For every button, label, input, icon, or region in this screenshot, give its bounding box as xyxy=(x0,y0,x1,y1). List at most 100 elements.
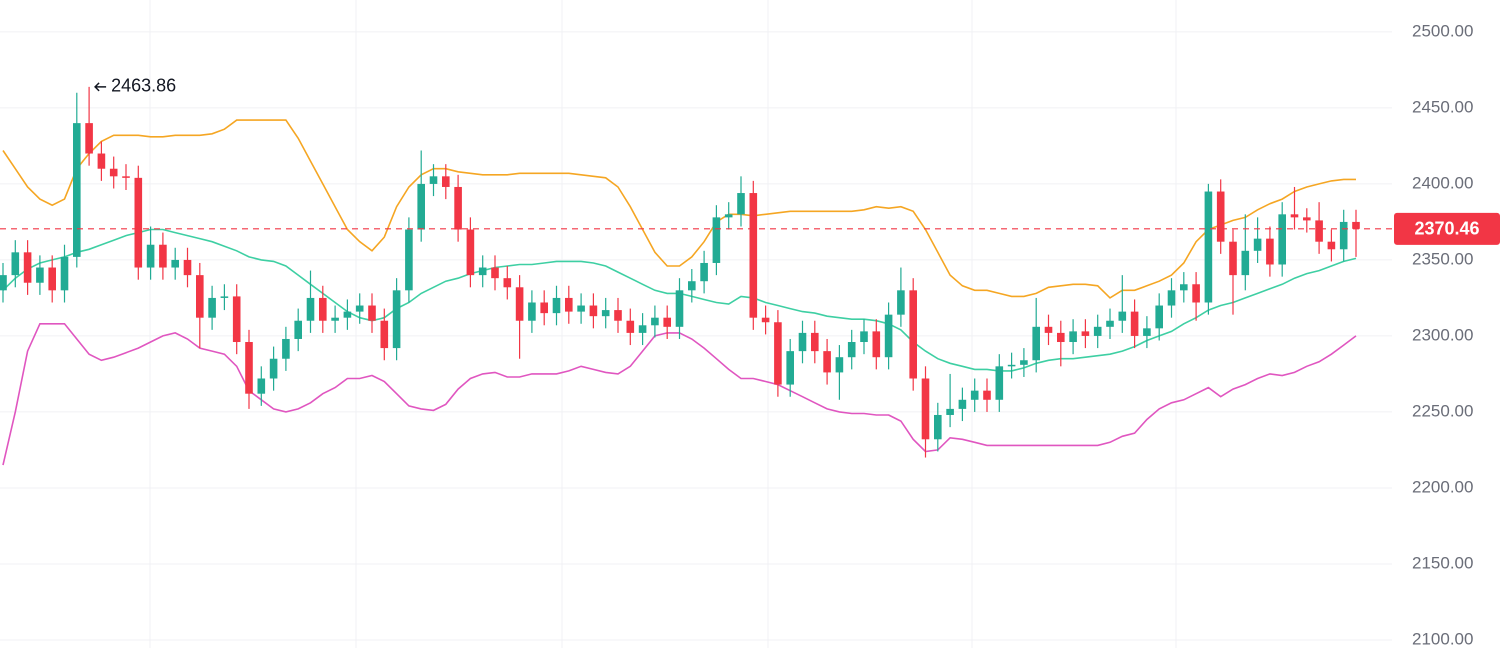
candle-body xyxy=(1278,214,1286,265)
candle-body xyxy=(368,305,376,321)
candle-body xyxy=(749,193,758,318)
candle-body xyxy=(663,317,671,327)
candle-body xyxy=(478,267,487,276)
candle-body xyxy=(1143,328,1151,336)
candle-body xyxy=(11,252,20,276)
candle-body xyxy=(220,296,229,298)
time-grid xyxy=(149,0,1177,648)
candle-body xyxy=(23,252,32,283)
candle-body xyxy=(454,186,462,230)
y-tick-label: 2450.00 xyxy=(1412,97,1473,116)
candle-body xyxy=(1352,221,1360,229)
y-tick-label: 2500.00 xyxy=(1412,21,1473,40)
candle-body xyxy=(196,275,204,318)
candle-body xyxy=(601,310,610,317)
candle-body xyxy=(1339,221,1348,250)
candle-body xyxy=(872,331,881,358)
candle-body xyxy=(0,275,7,291)
candle-body xyxy=(1229,241,1237,276)
candle-body xyxy=(700,262,708,282)
candle-body xyxy=(146,244,155,268)
candle-body xyxy=(897,290,905,315)
candle-body xyxy=(60,256,69,291)
candle-body xyxy=(1093,326,1102,336)
candle-body xyxy=(1081,331,1090,336)
y-tick-label: 2300.00 xyxy=(1412,325,1473,344)
y-tick-label: 2200.00 xyxy=(1412,477,1473,496)
candle-body xyxy=(73,123,81,257)
candle-body xyxy=(761,317,770,323)
band-line xyxy=(2,119,1356,299)
candle-body xyxy=(466,229,475,276)
candle-body xyxy=(1204,191,1213,303)
candle-body xyxy=(232,296,241,343)
candle-body xyxy=(983,390,991,400)
candle-body xyxy=(970,390,979,400)
candle-body xyxy=(380,320,389,349)
y-tick-label: 2150.00 xyxy=(1412,553,1473,572)
candle-body xyxy=(958,399,967,409)
candle-body xyxy=(1167,290,1176,306)
candle-body xyxy=(675,290,684,327)
candle-body xyxy=(1327,241,1336,250)
candle-body xyxy=(1118,311,1127,321)
band-line xyxy=(2,323,1357,466)
candle-body xyxy=(1057,332,1065,343)
candle-body xyxy=(934,414,942,440)
candle-body xyxy=(638,325,647,333)
y-tick-label: 2250.00 xyxy=(1412,401,1473,420)
candle-body xyxy=(614,310,622,321)
candle-body xyxy=(1032,326,1040,361)
candle-body xyxy=(355,305,364,312)
candle-body xyxy=(294,320,302,339)
candle-body xyxy=(823,351,831,373)
candle-body xyxy=(1130,311,1139,336)
candle-body xyxy=(1007,364,1016,367)
candle-body xyxy=(724,214,733,218)
candle-body xyxy=(171,259,179,268)
candle-body xyxy=(626,320,635,333)
candle-body xyxy=(442,176,450,187)
candle-body xyxy=(688,281,696,291)
candle-body xyxy=(552,297,561,314)
candle-body xyxy=(429,176,438,184)
candle-body xyxy=(1266,238,1274,265)
candle-body xyxy=(946,408,954,415)
candle-body xyxy=(1290,214,1299,218)
candle-body xyxy=(1192,284,1200,303)
candle-body xyxy=(811,332,819,352)
candle-body xyxy=(269,358,278,379)
candle-body xyxy=(319,297,327,321)
candle-body xyxy=(860,331,868,343)
candle-body xyxy=(392,290,401,349)
candle-body xyxy=(737,193,745,215)
candle-body xyxy=(48,267,56,291)
candle-body xyxy=(1180,284,1188,291)
candle-body xyxy=(245,342,253,394)
y-tick-label: 2100.00 xyxy=(1412,629,1473,648)
y-tick-label: 2400.00 xyxy=(1412,173,1473,192)
candle-body xyxy=(528,302,536,321)
last-price-box xyxy=(1394,212,1500,245)
candle-body xyxy=(1020,360,1028,365)
max-label: 2463.86 xyxy=(111,76,176,96)
candle-body xyxy=(491,267,499,279)
candle-body xyxy=(36,267,44,283)
candle-body xyxy=(1241,250,1250,276)
candle-body xyxy=(995,366,1004,400)
candle-body xyxy=(565,297,573,312)
candle-body xyxy=(1315,220,1323,242)
candle-body xyxy=(257,378,266,394)
candle-body xyxy=(577,305,585,312)
candle-body xyxy=(1044,326,1053,333)
candle-body xyxy=(1106,320,1114,327)
candle-body xyxy=(208,297,216,318)
candle-body xyxy=(774,322,782,385)
last-price-label: 2370.46 xyxy=(1414,219,1479,239)
candle-body xyxy=(306,297,315,321)
candle-body xyxy=(97,153,106,169)
candle-body xyxy=(589,305,598,317)
candle-body xyxy=(1253,238,1262,251)
